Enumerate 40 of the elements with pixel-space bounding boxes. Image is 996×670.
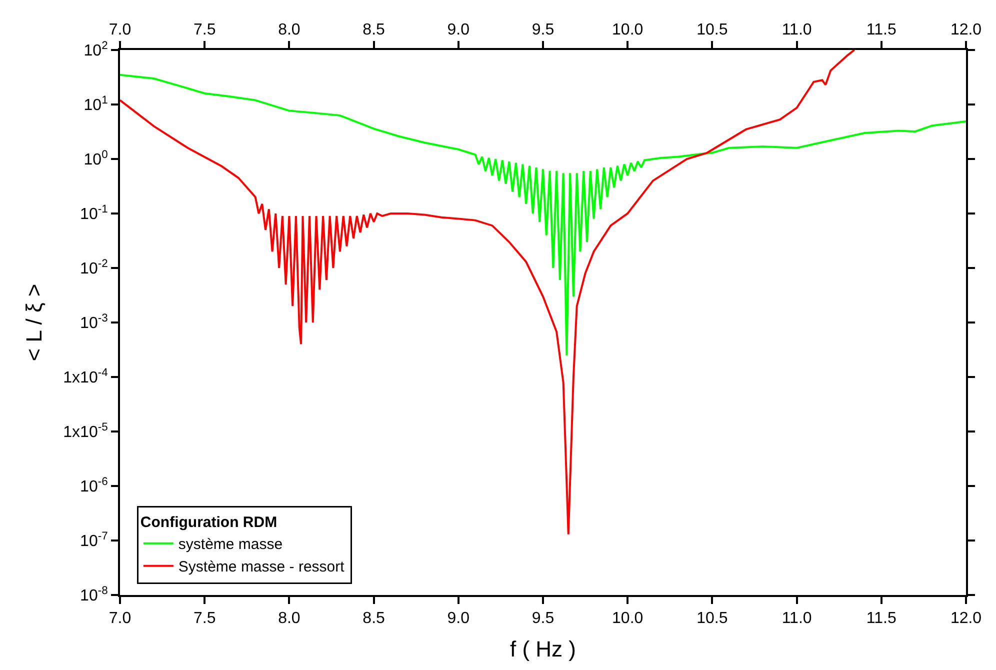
x2-tick-label: 8.5 xyxy=(362,610,386,628)
y-tick-label: 10$^{-3}$ xyxy=(80,312,108,332)
x-tick-label: 11.5 xyxy=(866,22,896,39)
y-tick-label: 10$^{-1}$ xyxy=(80,203,108,224)
x-tick-label: 9.5 xyxy=(532,22,554,39)
x2-tick-label: 12.0 xyxy=(950,610,982,628)
x-tick-label: 11.0 xyxy=(782,22,812,39)
y-tick-label: 10$^{2}$ xyxy=(84,40,108,60)
y-tick-label: 10$^{-7}$ xyxy=(80,530,108,550)
y-tick-label: 10$^{-6}$ xyxy=(80,476,108,496)
x2-tick-label: 11.5 xyxy=(866,610,896,628)
x2-tick-label: 9.0 xyxy=(447,610,470,628)
y-tick-label: 10$^{-8}$ xyxy=(80,584,108,605)
y-tick-label: 1x10$^{-5}$ xyxy=(63,421,108,442)
line-series xyxy=(120,50,856,536)
legend-label: système masse xyxy=(178,536,283,554)
x-tick-label: 12.0 xyxy=(950,22,982,39)
x-tick-label: 7.0 xyxy=(108,22,132,39)
x2-tick-label: 10.5 xyxy=(696,610,728,628)
y-axis-title: < L / ξ > xyxy=(21,284,46,362)
x2-tick-label: 7.5 xyxy=(193,610,216,628)
legend-label: Système masse - ressort xyxy=(178,558,346,576)
x2-tick-label: 11.0 xyxy=(782,610,812,628)
x-axis-title: f ( Hz ) xyxy=(510,636,576,662)
x-tick-label: 7.5 xyxy=(193,22,216,39)
x-tick-label: 10.5 xyxy=(696,22,728,39)
x-tick-label: 10.0 xyxy=(612,22,644,39)
x-tick-label: 8.0 xyxy=(278,22,300,39)
x2-tick-label: 7.0 xyxy=(108,610,132,628)
line-series xyxy=(120,74,966,356)
x2-tick-label: 8.0 xyxy=(278,610,300,628)
y-tick-label: 1x10$^{-4}$ xyxy=(63,366,108,387)
x2-tick-label: 10.0 xyxy=(612,610,644,628)
y-tick-label: 10$^{-2}$ xyxy=(80,258,108,278)
y-tick-label: 10$^{0}$ xyxy=(84,148,108,169)
x2-tick-label: 9.5 xyxy=(532,610,554,628)
legend-title: Configuration RDM xyxy=(140,514,278,532)
x-tick-label: 9.0 xyxy=(447,22,470,39)
y-tick-label: 10$^{1}$ xyxy=(84,94,108,114)
x-tick-label: 8.5 xyxy=(362,22,386,39)
